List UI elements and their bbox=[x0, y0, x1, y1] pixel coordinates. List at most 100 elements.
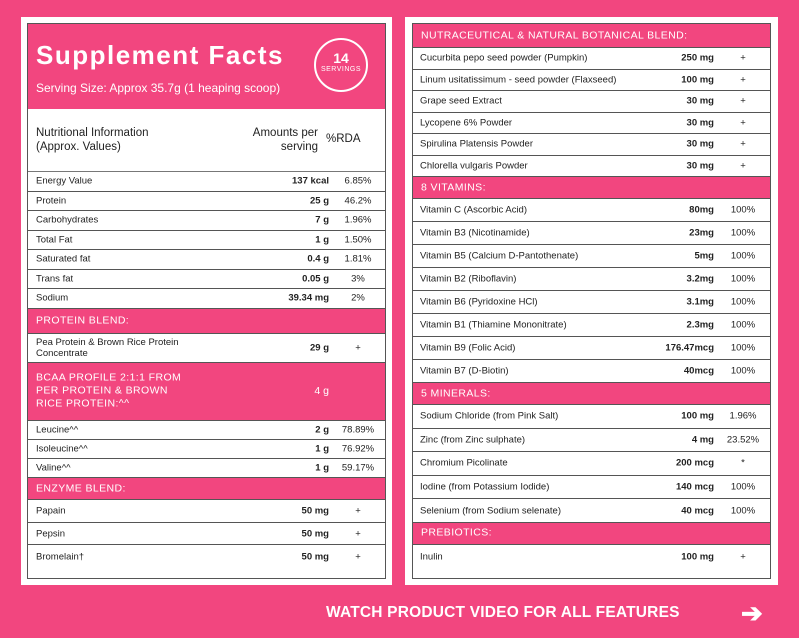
row-amount: 100 mg bbox=[681, 74, 714, 86]
row-name: Chlorella vulgaris Powder bbox=[420, 160, 528, 172]
row-name: Energy Value bbox=[36, 175, 93, 187]
section-label: PROTEIN BLEND: bbox=[36, 314, 130, 326]
row-name: Iodine (from Potassium Iodide) bbox=[420, 481, 550, 493]
row-amount: 1 g bbox=[315, 234, 329, 246]
row-name: Vitamin B1 (Thiamine Mononitrate) bbox=[420, 319, 567, 331]
prebiotics-section: PREBIOTICS: bbox=[413, 522, 770, 545]
table-row: Bromelain† 50 mg + bbox=[28, 545, 385, 568]
row-amount: 2 g bbox=[315, 424, 329, 436]
row-rda: 100% bbox=[730, 342, 756, 354]
table-row: Vitamin B3 (Nicotinamide) 23mg 100% bbox=[413, 222, 770, 245]
col-amount: Amounts per serving bbox=[226, 126, 318, 154]
table-row: Inulin 100 mg + bbox=[413, 545, 770, 569]
row-amount: 3.1mg bbox=[686, 296, 714, 308]
row-name: Valine^^ bbox=[36, 462, 71, 474]
row-amount: 30 mg bbox=[686, 95, 714, 107]
bcaa-label-line2: PER PROTEIN & BROWN bbox=[36, 384, 168, 397]
row-amount: 23mg bbox=[689, 227, 714, 239]
row-rda: 1.96% bbox=[344, 214, 372, 226]
row-rda: 100% bbox=[730, 365, 756, 377]
row-amount: 30 mg bbox=[686, 138, 714, 150]
row-rda: + bbox=[740, 160, 746, 172]
row-name: Cucurbita pepo seed powder (Pumpkin) bbox=[420, 52, 588, 64]
row-name: Saturated fat bbox=[36, 253, 91, 265]
row-rda: 1.81% bbox=[344, 253, 372, 265]
row-rda: + bbox=[355, 551, 361, 563]
table-row: Valine^^ 1 g 59.17% bbox=[28, 459, 385, 479]
row-amount: 137 kcal bbox=[292, 175, 329, 187]
table-row: Vitamin B2 (Riboflavin) 3.2mg 100% bbox=[413, 268, 770, 291]
col-info-line2: (Approx. Values) bbox=[36, 141, 121, 153]
row-name: Vitamin B7 (D-Biotin) bbox=[420, 365, 509, 377]
row-amount: 100 mg bbox=[681, 551, 714, 563]
table-row: Papain 50 mg + bbox=[28, 500, 385, 523]
row-name: Vitamin B2 (Riboflavin) bbox=[420, 273, 517, 285]
supplement-facts-panel: Supplement Facts Serving Size: Approx 35… bbox=[21, 17, 392, 585]
section-amount: 4 g bbox=[314, 385, 329, 397]
row-amount: 40 mcg bbox=[681, 505, 714, 517]
arrow-right-icon[interactable]: ➔ bbox=[741, 598, 763, 628]
row-rda: + bbox=[740, 138, 746, 150]
row-rda: + bbox=[740, 117, 746, 129]
row-amount: 2.3mg bbox=[686, 319, 714, 331]
row-name: Vitamin B3 (Nicotinamide) bbox=[420, 227, 530, 239]
servings-badge: 14 SERVINGS bbox=[314, 38, 368, 92]
table-row: Lycopene 6% Powder 30 mg + bbox=[413, 113, 770, 134]
botanical-section: NUTRACEUTICAL & NATURAL BOTANICAL BLEND: bbox=[413, 24, 770, 48]
row-amount: 0.4 g bbox=[307, 253, 329, 265]
vitamins-section: 8 VITAMINS: bbox=[413, 177, 770, 199]
serving-size: Serving Size: Approx 35.7g (1 heaping sc… bbox=[36, 81, 281, 95]
row-rda: 2% bbox=[351, 292, 365, 304]
row-rda: 100% bbox=[730, 481, 756, 493]
row-rda: 78.89% bbox=[341, 424, 375, 436]
minerals-section: 5 MINERALS: bbox=[413, 383, 770, 405]
blend-panel: NUTRACEUTICAL & NATURAL BOTANICAL BLEND:… bbox=[405, 17, 778, 585]
row-rda: 100% bbox=[730, 204, 756, 216]
row-name-line1: Pea Protein & Brown Rice Protein bbox=[36, 336, 179, 348]
section-label: BCAA PROFILE 2:1:1 FROM PER PROTEIN & BR… bbox=[36, 372, 181, 411]
table-row: Protein 25 g 46.2% bbox=[28, 192, 385, 211]
row-rda: 76.92% bbox=[341, 443, 375, 455]
row-amount: 140 mcg bbox=[675, 481, 714, 493]
table-row: Sodium 39.34 mg 2% bbox=[28, 289, 385, 309]
row-rda: + bbox=[355, 342, 361, 353]
section-label: 8 VITAMINS: bbox=[421, 181, 486, 193]
row-rda: 6.85% bbox=[344, 175, 372, 187]
botanical-rows: Cucurbita pepo seed powder (Pumpkin) 250 … bbox=[413, 48, 770, 177]
watch-video-link[interactable]: WATCH PRODUCT VIDEO FOR ALL FEATURES bbox=[326, 604, 680, 621]
row-amount: 39.34 mg bbox=[288, 292, 329, 304]
row-name: Trans fat bbox=[36, 273, 74, 285]
row-name: Linum usitatissimum - seed powder (Flaxs… bbox=[420, 74, 617, 86]
row-rda: 23.52% bbox=[726, 434, 760, 446]
row-amount: 5mg bbox=[694, 250, 714, 262]
bcaa-label-line1: BCAA PROFILE 2:1:1 FROM bbox=[36, 371, 182, 384]
table-row: Saturated fat 0.4 g 1.81% bbox=[28, 250, 385, 270]
row-rda: 100% bbox=[730, 296, 756, 308]
section-label: ENZYME BLEND: bbox=[36, 482, 126, 495]
row-name: Chromium Picolinate bbox=[420, 457, 508, 469]
row-amount: 1 g bbox=[315, 462, 329, 474]
mineral-rows: Sodium Chloride (from Pink Salt) 100 mg 1.… bbox=[413, 405, 770, 523]
table-row: Pepsin 50 mg + bbox=[28, 523, 385, 546]
table-row: Zinc (from Zinc sulphate) 4 mg 23.52% bbox=[413, 429, 770, 453]
table-row: Chromium Picolinate 200 mcg * bbox=[413, 452, 770, 476]
vitamin-rows: Vitamin C (Ascorbic Acid) 80mg 100% Vitamin… bbox=[413, 199, 770, 383]
row-name: Vitamin B5 (Calcium D-Pantothenate) bbox=[420, 250, 579, 262]
supplement-facts-header: Supplement Facts Serving Size: Approx 35… bbox=[28, 24, 385, 109]
row-name: Isoleucine^^ bbox=[36, 443, 88, 455]
row-name: Sodium Chloride (from Pink Salt) bbox=[420, 410, 559, 422]
row-amount: 80mg bbox=[689, 204, 714, 216]
row-name: Spirulina Platensis Powder bbox=[420, 138, 534, 150]
table-row: Vitamin B5 (Calcium D-Pantothenate) 5mg 10… bbox=[413, 245, 770, 268]
row-name: Bromelain† bbox=[36, 551, 85, 563]
row-rda: + bbox=[355, 505, 361, 517]
table-row: Total Fat 1 g 1.50% bbox=[28, 231, 385, 250]
row-name: Papain bbox=[36, 505, 66, 517]
col-nutritional-info: Nutritional Information (Approx. Values) bbox=[36, 126, 149, 154]
row-amount: 30 mg bbox=[686, 117, 714, 129]
supplement-facts-table: Supplement Facts Serving Size: Approx 35… bbox=[27, 23, 386, 579]
row-amount: 30 mg bbox=[686, 160, 714, 172]
table-row: Sodium Chloride (from Pink Salt) 100 mg 1.… bbox=[413, 405, 770, 429]
row-rda: 100% bbox=[730, 505, 756, 517]
row-name-line2: Concentrate bbox=[36, 347, 88, 359]
